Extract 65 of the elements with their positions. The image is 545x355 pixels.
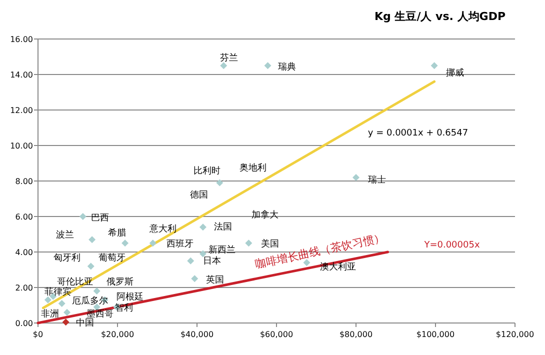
annotation: 加拿大 bbox=[252, 210, 278, 220]
point bbox=[62, 318, 70, 326]
y-tick-label: 10.00 bbox=[10, 142, 33, 150]
annotation: 挪威 bbox=[446, 68, 464, 78]
annotation: 厄瓜多尔 bbox=[72, 296, 108, 306]
y-tick-label: 2.00 bbox=[15, 284, 33, 292]
annotation: 德国 bbox=[190, 190, 208, 200]
annotation: 巴西 bbox=[91, 214, 109, 224]
point bbox=[430, 62, 438, 70]
point bbox=[149, 240, 156, 247]
annotation: 智利 bbox=[115, 302, 133, 314]
y-tick-label: 4.00 bbox=[15, 248, 33, 257]
x-tick-label: $100,000 bbox=[416, 330, 455, 339]
point bbox=[122, 240, 129, 247]
annotation: 日本 bbox=[203, 256, 221, 266]
annotation: 葡萄牙 bbox=[98, 252, 126, 264]
annotation: 英国 bbox=[206, 274, 224, 286]
point bbox=[93, 288, 100, 295]
annotation: 芬兰 bbox=[220, 52, 238, 64]
annotation: 西班牙 bbox=[166, 238, 194, 250]
annotation: 瑞士 bbox=[368, 174, 386, 186]
annotation: 俄罗斯 bbox=[106, 276, 134, 288]
annotation: 希腊 bbox=[108, 228, 126, 238]
x-tick-label: $40,000 bbox=[180, 330, 214, 339]
point bbox=[264, 62, 272, 70]
point bbox=[187, 257, 194, 264]
x-tick-label: $80,000 bbox=[339, 330, 373, 339]
point bbox=[88, 236, 96, 244]
annotation: 美国 bbox=[261, 238, 279, 250]
annotation: 匈牙利 bbox=[54, 252, 80, 264]
y-tick-label: 16.00 bbox=[10, 35, 33, 44]
chart-title: Kg 生豆/人 vs. 人均GDP bbox=[374, 10, 506, 23]
annotation: 奥地利 bbox=[240, 162, 266, 174]
annotation: 波兰 bbox=[56, 230, 74, 240]
annotation: 新西兰 bbox=[208, 244, 236, 256]
y-tick-label: 0.00 bbox=[15, 319, 33, 328]
y-tick-label: 12.00 bbox=[10, 106, 33, 115]
annotation: 非洲 bbox=[41, 308, 59, 320]
point bbox=[199, 224, 206, 231]
annotation: 阿根廷 bbox=[116, 292, 144, 302]
x-tick-label: $120,000 bbox=[496, 330, 534, 339]
point bbox=[64, 308, 71, 316]
annotation: 瑞典 bbox=[278, 62, 296, 72]
point bbox=[44, 296, 52, 304]
point bbox=[199, 250, 206, 258]
point bbox=[58, 300, 66, 307]
x-tick-label: $0 bbox=[32, 330, 44, 339]
annotation: 法国 bbox=[214, 222, 232, 232]
annotation: y = 0.0001x + 0.6547 bbox=[368, 128, 468, 138]
annotation: Y=0.00005x bbox=[423, 240, 480, 250]
x-tick-label: $60,000 bbox=[260, 330, 294, 339]
point bbox=[191, 275, 198, 282]
y-tick-label: 6.00 bbox=[15, 212, 33, 222]
annotation: 中国 bbox=[76, 318, 94, 328]
y-tick-label: 14.00 bbox=[10, 70, 33, 80]
point bbox=[220, 62, 228, 70]
point bbox=[216, 179, 224, 186]
annotation: 意大利 bbox=[148, 224, 176, 234]
x-tick-label: $20,000 bbox=[100, 330, 134, 339]
annotation: 比利时 bbox=[194, 166, 220, 176]
point bbox=[352, 174, 360, 181]
point bbox=[87, 262, 94, 270]
point bbox=[79, 213, 86, 220]
point bbox=[245, 240, 252, 247]
y-tick-label: 8.00 bbox=[15, 177, 33, 186]
